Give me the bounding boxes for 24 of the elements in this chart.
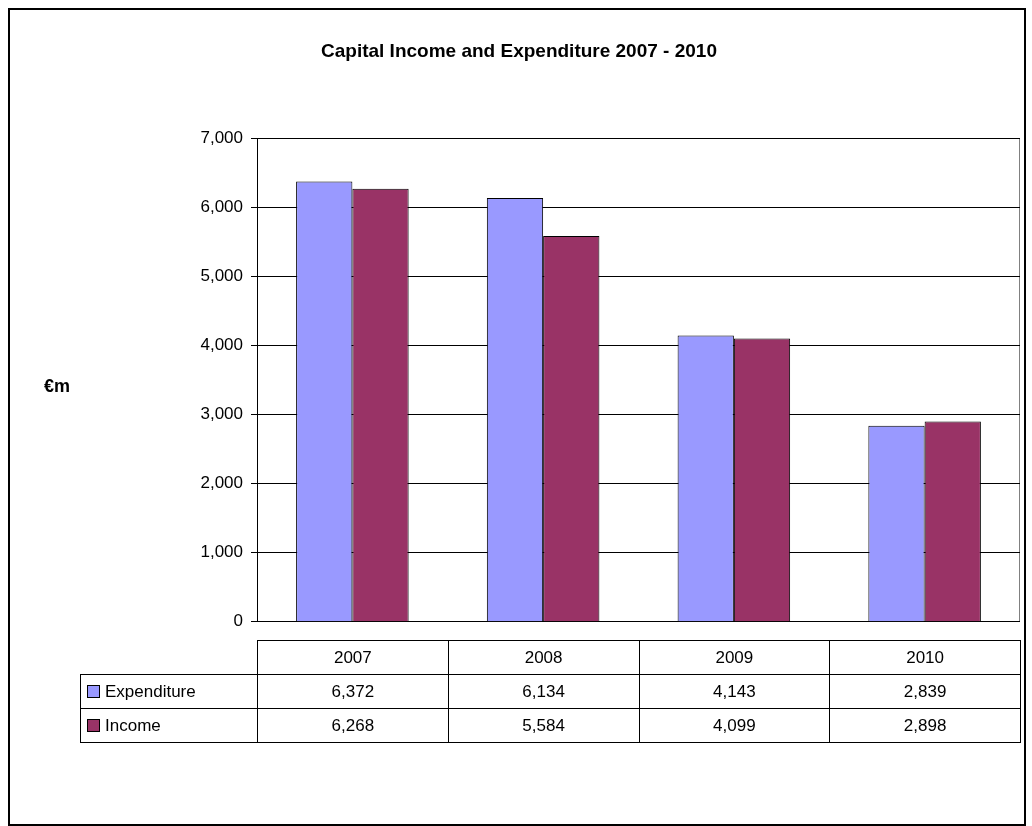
data-label: 2,898	[829, 708, 1021, 743]
x-tick-label: 2007	[257, 640, 449, 675]
text: €m	[44, 376, 71, 397]
chart-title: Capital Income and Expenditure 2007 - 2010	[320, 40, 718, 62]
y-tick-label: 4,000	[200, 335, 243, 355]
x-tick-label: 2010	[829, 640, 1021, 675]
y-tick-label: 3,000	[200, 404, 243, 424]
y-tick-label: 2,000	[200, 473, 243, 493]
y-tick-label: 0	[233, 611, 243, 631]
y-tick-label: 5,000	[200, 266, 243, 286]
y-tick-label: 1,000	[200, 542, 243, 562]
data-label: 6,134	[447, 674, 640, 709]
y-tick-label: 7,000	[200, 127, 243, 147]
legend-label: Expenditure	[105, 681, 196, 702]
data-label: 2,839	[829, 674, 1021, 709]
data-label: 4,143	[638, 674, 831, 709]
data-label: 5,584	[447, 708, 640, 743]
x-tick-label: 2008	[447, 640, 640, 675]
x-tick-label: 2009	[638, 640, 831, 675]
legend-label: Income	[105, 715, 161, 736]
data-label: 4,099	[638, 708, 831, 743]
data-label: 6,372	[257, 674, 449, 709]
data-label: 6,268	[257, 708, 449, 743]
y-tick-label: 6,000	[200, 196, 243, 216]
